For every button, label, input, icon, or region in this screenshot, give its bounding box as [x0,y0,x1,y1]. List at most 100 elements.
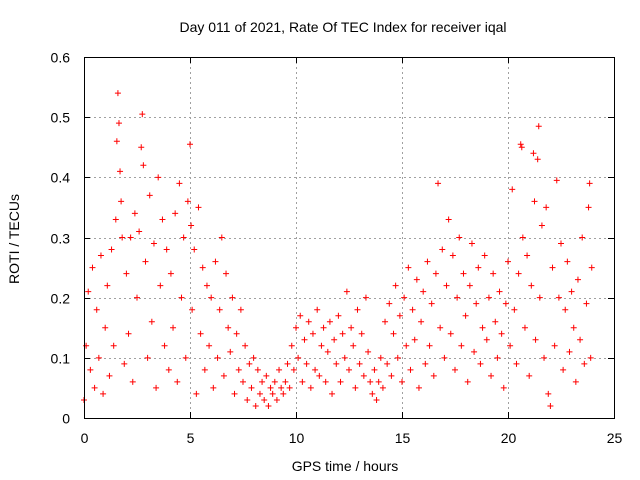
data-point [396,312,403,319]
data-point [256,390,263,397]
data-point [551,342,558,349]
data-point [278,384,285,391]
data-point [579,234,586,241]
data-point [138,144,145,151]
data-point [519,234,526,241]
data-point [125,330,132,337]
data-point [214,354,221,361]
data-point [348,324,355,331]
data-point [146,192,153,199]
data-point [276,366,283,373]
data-point [282,378,289,385]
data-point [110,342,117,349]
data-point [485,294,492,301]
data-point [301,336,308,343]
data-point [148,318,155,325]
data-point [403,342,410,349]
data-point [422,360,429,367]
data-point [288,342,295,349]
data-point [180,234,187,241]
data-point [386,300,393,307]
data-point [114,90,121,97]
x-tick-label: 5 [187,430,195,446]
data-point [581,360,588,367]
data-point [290,366,297,373]
data-point [547,402,554,409]
data-point [108,246,115,253]
data-point [479,324,486,331]
data-point [305,318,312,325]
data-point [477,360,484,367]
data-point [170,324,177,331]
data-point [329,390,336,397]
data-point [144,354,151,361]
data-point [182,354,189,361]
data-point [509,186,516,193]
data-point [468,240,475,247]
data-point [415,384,422,391]
data-point [515,270,522,277]
y-tick-label: 0.1 [51,351,71,367]
data-point [123,270,130,277]
data-point [106,372,113,379]
data-point [93,306,100,313]
data-point [102,324,109,331]
data-point [394,354,401,361]
data-point [352,384,359,391]
data-point [335,312,342,319]
data-point [314,306,321,313]
data-point [483,336,490,343]
data-point [379,384,386,391]
data-point [588,264,595,271]
data-point [458,342,465,349]
data-point [526,372,533,379]
data-point [87,366,94,373]
data-point [299,378,306,385]
data-point [118,198,125,205]
data-point [252,402,259,409]
data-point [384,360,391,367]
data-point [418,318,425,325]
data-point [119,234,126,241]
data-point [524,252,531,259]
data-point [430,372,437,379]
x-tick-label: 0 [81,430,89,446]
data-point [201,366,208,373]
data-point [240,378,246,385]
data-point [518,144,525,151]
data-point [235,366,242,373]
data-point [488,372,495,379]
data-point [159,216,166,223]
data-point [210,384,217,391]
data-point [203,282,210,289]
data-point [471,348,478,355]
data-point [337,378,344,385]
data-point [115,120,122,127]
data-point [392,282,399,289]
data-point [212,258,219,265]
data-point [161,342,168,349]
data-point [227,348,234,355]
data-point [560,366,567,373]
data-point [577,336,584,343]
y-tick-label: 0.2 [51,291,71,307]
data-point [541,354,548,361]
data-point [229,294,236,301]
data-point [505,258,511,265]
data-point [399,378,405,385]
data-point [558,240,564,247]
data-point [373,396,380,403]
data-point [220,372,227,379]
data-point [574,276,581,283]
data-point [139,111,146,118]
y-tick-label: 0.3 [51,231,71,247]
data-point [426,342,433,349]
data-point [377,354,384,361]
data-point [473,300,480,307]
x-tick-label: 20 [501,430,517,446]
data-point [178,294,185,301]
data-point [371,366,378,373]
data-point [191,246,198,253]
data-point [320,324,327,331]
